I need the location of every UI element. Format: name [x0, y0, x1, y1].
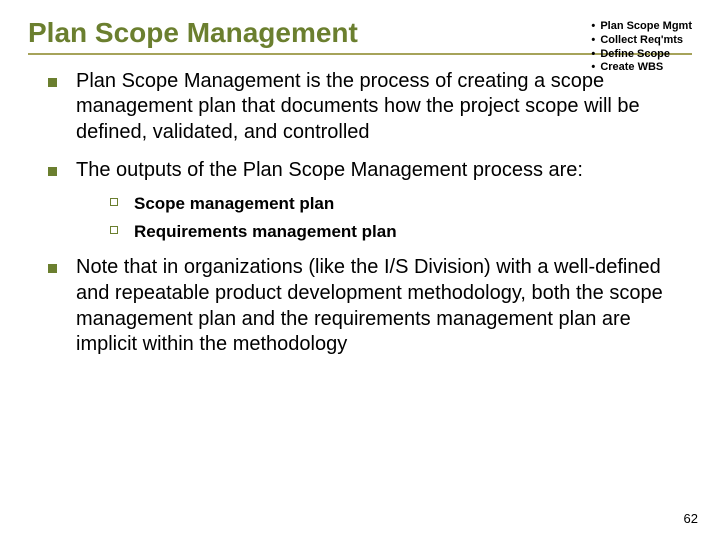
list-item: Requirements management plan [110, 221, 692, 243]
list-item: Note that in organizations (like the I/S… [48, 255, 692, 357]
nav-label: Collect Req'mts [600, 34, 683, 46]
nav-item: •Collect Req'mts [589, 34, 692, 48]
nav-label: Plan Scope Mgmt [600, 20, 692, 32]
nav-box: •Plan Scope Mgmt •Collect Req'mts •Defin… [589, 20, 692, 75]
sub-bullet-text: Requirements management plan [134, 222, 397, 241]
list-item: Plan Scope Management is the process of … [48, 69, 692, 146]
bullet-dot-icon: • [589, 48, 597, 62]
sub-bullet-list: Scope management plan Requirements manag… [76, 193, 692, 243]
nav-item: •Define Scope [589, 48, 692, 62]
bullet-list: Plan Scope Management is the process of … [28, 69, 692, 358]
slide: Plan Scope Management •Plan Scope Mgmt •… [0, 0, 720, 540]
bullet-text: Note that in organizations (like the I/S… [76, 256, 663, 355]
sub-bullet-text: Scope management plan [134, 194, 334, 213]
bullet-text: The outputs of the Plan Scope Management… [76, 159, 583, 181]
list-item: The outputs of the Plan Scope Management… [48, 158, 692, 244]
bullet-dot-icon: • [589, 34, 597, 48]
bullet-dot-icon: • [589, 20, 597, 34]
list-item: Scope management plan [110, 193, 692, 215]
nav-label: Define Scope [600, 48, 670, 60]
nav-item: •Plan Scope Mgmt [589, 20, 692, 34]
page-number: 62 [684, 511, 698, 526]
bullet-text: Plan Scope Management is the process of … [76, 70, 640, 143]
